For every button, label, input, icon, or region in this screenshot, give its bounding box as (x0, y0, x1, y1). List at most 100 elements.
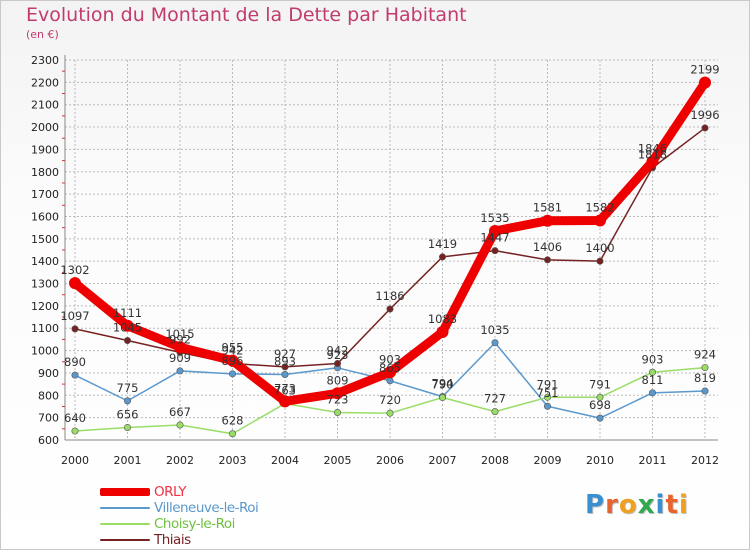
y-tick-label: 1600 (31, 210, 59, 223)
data-point (71, 325, 79, 333)
legend-swatch (100, 507, 150, 509)
legend-swatch (100, 539, 150, 541)
data-point (174, 341, 186, 354)
data-labels: 1302 1111 1015 955 773 809 903 1083 1535 1581 1582… (60, 63, 719, 428)
y-tick-label: 800 (38, 389, 59, 402)
data-label: 763 (274, 384, 296, 398)
data-point (229, 370, 237, 378)
data-point (124, 397, 132, 405)
data-label: 656 (117, 407, 139, 421)
data-point (124, 337, 132, 345)
data-label: 923 (327, 348, 349, 362)
data-point (281, 371, 289, 379)
data-point (71, 427, 79, 435)
data-label: 628 (222, 414, 244, 428)
data-point (386, 305, 394, 313)
x-tick-label: 2002 (166, 454, 194, 467)
data-point (281, 363, 289, 371)
data-label: 791 (537, 377, 559, 391)
series-lines (69, 76, 711, 438)
y-tick-label: 1500 (31, 233, 59, 246)
data-label: 927 (274, 347, 296, 361)
data-point (646, 155, 659, 168)
data-label: 751 (537, 386, 559, 400)
data-point (541, 214, 554, 227)
data-label: 819 (694, 371, 716, 385)
data-label: 992 (169, 332, 191, 346)
data-label: 903 (379, 352, 401, 366)
data-label: 791 (589, 377, 611, 391)
data-label: 794 (432, 377, 454, 391)
data-label: 809 (327, 373, 349, 387)
data-label: 865 (379, 361, 401, 375)
data-point (331, 387, 344, 400)
data-label: 1083 (428, 312, 457, 326)
logo-letter: P (585, 490, 606, 520)
data-label: 909 (169, 351, 191, 365)
data-point (648, 389, 656, 397)
x-tick-label: 2010 (586, 454, 614, 467)
data-label: 1818 (638, 148, 667, 162)
y-tick-label: 1800 (31, 166, 59, 179)
data-point (594, 214, 606, 227)
legend-label: ORLY (154, 484, 186, 500)
legend-item: ORLY (100, 484, 258, 500)
data-label: 942 (222, 344, 244, 358)
x-tick-label: 2008 (481, 454, 509, 467)
data-label: 1996 (690, 108, 719, 122)
data-label: 893 (274, 355, 296, 369)
data-label: 811 (642, 373, 664, 387)
data-point (701, 364, 709, 372)
y-tick-label: 2100 (31, 99, 59, 112)
data-point (543, 402, 551, 410)
data-label: 640 (64, 411, 86, 425)
data-point (596, 414, 604, 422)
data-label: 1097 (60, 309, 89, 323)
data-point (333, 409, 341, 417)
y-tick-label: 900 (38, 367, 59, 380)
x-tick-label: 2001 (114, 454, 142, 467)
data-point (226, 354, 239, 367)
data-label: 2199 (690, 63, 719, 77)
legend-label: Thiais (154, 532, 191, 548)
chart-title: Evolution du Montant de la Dette par Hab… (26, 4, 467, 26)
y-tick-label: 1700 (31, 188, 59, 201)
data-label: 720 (379, 393, 401, 407)
data-label: 1582 (585, 200, 614, 214)
logo-letter: i (655, 490, 666, 520)
y-tick-label: 700 (38, 412, 59, 425)
data-point (438, 253, 446, 261)
data-point (489, 225, 501, 237)
data-label: 1111 (113, 306, 142, 320)
legend-item: Thiais (100, 532, 258, 548)
y-tick-label: 1300 (31, 278, 59, 291)
axes: 600 700 800 900 1000 1100 1200 1300 1400 1500 1600… (31, 54, 719, 467)
x-tick-label: 2004 (271, 454, 299, 467)
y-tick-label: 2200 (31, 76, 59, 89)
x-tick-label: 2007 (429, 454, 457, 467)
data-label: 727 (484, 392, 506, 406)
logo-letter: o (618, 490, 638, 520)
data-label: 667 (169, 405, 191, 419)
data-label: 698 (589, 398, 611, 412)
legend-item: Villeneuve-le-Roi (100, 500, 259, 516)
x-tick-label: 2005 (324, 454, 352, 467)
y-tick-label: 1200 (31, 300, 59, 313)
x-tick-label: 2012 (691, 454, 719, 467)
legend-swatch (100, 523, 150, 525)
data-label: 942 (327, 344, 349, 358)
data-label: 1846 (638, 141, 667, 155)
data-label: 903 (642, 352, 664, 366)
data-label: 1419 (428, 237, 457, 251)
x-tick-label: 2000 (61, 454, 89, 467)
data-label: 723 (327, 393, 349, 407)
data-point (701, 124, 709, 132)
data-label: 1406 (533, 240, 562, 254)
legend-item: Choisy-le-Roi (100, 516, 258, 532)
data-point (491, 247, 499, 255)
data-point (229, 430, 237, 438)
data-label: 1186 (375, 289, 404, 303)
logo-letter: r (605, 490, 619, 520)
y-tick-label: 1900 (31, 143, 59, 156)
data-label: 773 (274, 381, 296, 395)
